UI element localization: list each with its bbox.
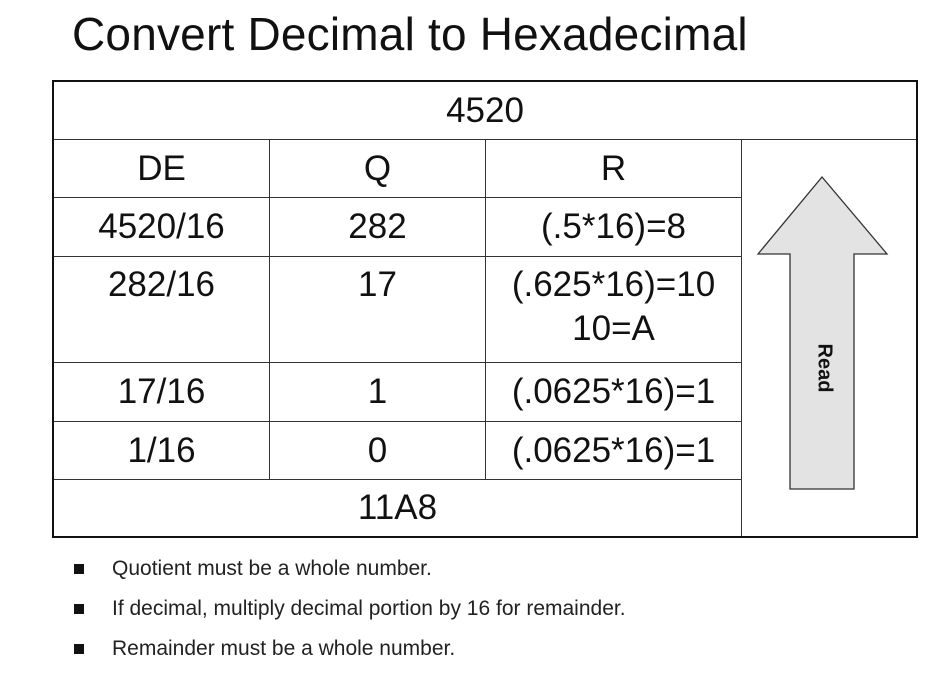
- row-1-q: 282: [348, 207, 407, 246]
- rule-under-row-4: [54, 479, 742, 480]
- row-3-de: 17/16: [117, 372, 206, 411]
- bullet-text: Quotient must be a whole number.: [112, 557, 432, 580]
- header-q: Q: [363, 148, 392, 188]
- square-bullet-icon: [74, 604, 84, 614]
- row-2-r: (.625*16)=10 10=A: [486, 257, 741, 362]
- read-label: Read: [813, 343, 836, 393]
- row-2-r-line-1: (.625*16)=10: [511, 265, 716, 304]
- hex-result: 11A8: [357, 488, 438, 527]
- square-bullet-icon: [74, 644, 84, 654]
- rule-under-header: [54, 197, 742, 198]
- row-3-q: 1: [367, 372, 388, 411]
- row-1-de: 4520/16: [98, 207, 225, 246]
- list-item: If decimal, multiply decimal portion by …: [72, 595, 626, 635]
- up-arrow-shape: [756, 176, 889, 490]
- square-bullet-icon: [74, 564, 84, 574]
- row-1-r: (.5*16)=8: [541, 207, 686, 246]
- page-title: Convert Decimal to Hexadecimal: [72, 8, 748, 60]
- row-2-r-line-2: 10=A: [572, 309, 655, 348]
- rule-under-row-3: [54, 421, 742, 422]
- list-item: Quotient must be a whole number.: [72, 555, 626, 595]
- bullet-text: Remainder must be a whole number.: [112, 637, 456, 660]
- row-2-de: 282/16: [107, 265, 216, 304]
- header-de: DE: [137, 148, 186, 188]
- row-4-q: 0: [367, 430, 388, 470]
- decimal-number: 4520: [446, 90, 524, 130]
- rule-col-1: [269, 140, 270, 479]
- rule-under-row-1: [54, 256, 742, 257]
- up-arrow-icon: [756, 176, 889, 490]
- row-3-r: (.0625*16)=1: [511, 372, 716, 411]
- list-item: Remainder must be a whole number.: [72, 635, 626, 675]
- table-frame: [52, 80, 918, 538]
- rule-under-number: [54, 139, 916, 140]
- row-4-de: 1/16: [127, 430, 196, 470]
- row-4-r: (.0625*16)=1: [511, 430, 716, 470]
- row-2-q: 17: [358, 265, 397, 304]
- rule-under-row-2: [54, 362, 742, 363]
- bullet-text: If decimal, multiply decimal portion by …: [112, 597, 626, 620]
- rules-list: Quotient must be a whole number. If deci…: [72, 555, 626, 675]
- rule-col-2: [485, 140, 486, 479]
- header-r: R: [600, 148, 627, 188]
- rule-col-3: [741, 140, 742, 536]
